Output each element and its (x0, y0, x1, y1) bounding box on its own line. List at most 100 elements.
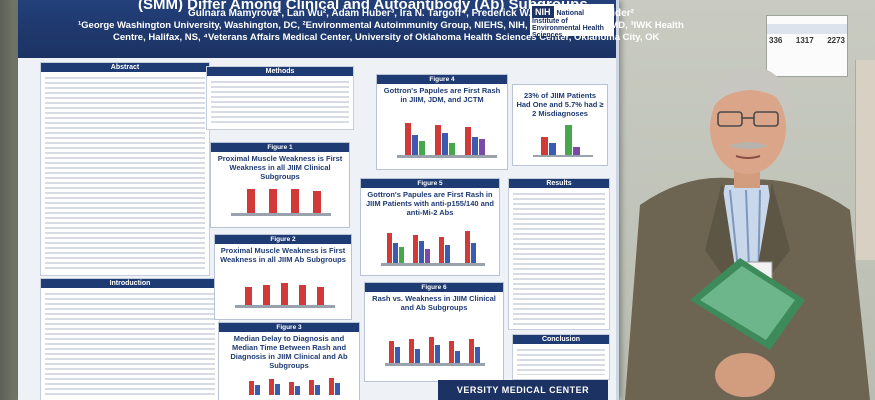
sign-number-3: 2273 (827, 36, 845, 45)
fig4-bar-3 (419, 141, 425, 155)
presenter-mustache (728, 142, 768, 149)
fig6-bar-7 (449, 341, 454, 363)
figure-2: Figure 2 Proximal Muscle Weakness is Fir… (214, 234, 352, 320)
figure-7-title: 23% of JIIM Patients Had One and 5.7% ha… (516, 91, 604, 118)
fig6-axis (385, 363, 485, 366)
figure-7-chart (533, 125, 593, 157)
introduction-panel: Introduction (40, 278, 220, 400)
figure-2-chart (235, 283, 335, 308)
fig6-bar-1 (389, 341, 394, 363)
figure-3-title: Median Delay to Diagnosis and Median Tim… (230, 334, 348, 370)
presenter-mouth (735, 155, 761, 159)
fig7-bar-4 (573, 147, 580, 155)
figure-5-heading: Figure 5 (361, 179, 499, 188)
fig5-bar-8 (445, 245, 450, 263)
fig2-bar-1 (245, 287, 252, 305)
fig1-bar-4 (313, 191, 321, 213)
figure-6-title: Rash vs. Weakness in JIIM Clinical and A… (372, 294, 496, 312)
sign-number-2: 1317 (795, 36, 814, 45)
presenter-glasses-right (753, 111, 779, 127)
figure-3-chart (249, 378, 340, 395)
figure-4-heading: Figure 4 (377, 75, 507, 84)
figure-2-heading: Figure 2 (215, 235, 351, 244)
fig5-bar-3 (399, 247, 404, 263)
fig4-bar-6 (449, 143, 455, 155)
fig3-bar-8 (315, 385, 320, 395)
fig1-axis (231, 213, 331, 216)
fig6-bar-4 (415, 349, 420, 363)
fig5-bar-5 (419, 241, 424, 263)
fig3-bar-9 (329, 378, 334, 395)
fig3-bar-6 (295, 386, 300, 395)
fig5-bar-4 (413, 235, 418, 263)
fig3-bar-4 (275, 384, 280, 395)
fig4-bar-8 (472, 137, 478, 155)
figure-1-title: Proximal Muscle Weakness is First Weakne… (217, 154, 343, 181)
fig3-bar-5 (289, 382, 294, 395)
figure-6-chart (385, 337, 485, 366)
figure-3: Figure 3 Median Delay to Diagnosis and M… (218, 322, 360, 400)
figure-5: Figure 5 Gottron's Papules are First Ras… (360, 178, 500, 276)
fig7-bar-2 (549, 143, 556, 155)
fig7-axis (533, 155, 593, 157)
presenter-hand (715, 353, 775, 397)
fig1-bar-1 (247, 189, 255, 213)
fig5-bar-7 (439, 237, 444, 263)
presenter-glasses-left (717, 111, 743, 127)
figure-4-title: Gottron's Papules are First Rash in JIIM… (383, 86, 501, 104)
poster-header: (SMM) Differ Among Clinical and Autoanti… (18, 0, 684, 58)
figure-4-chart (397, 123, 497, 158)
figure-1-heading: Figure 1 (211, 143, 349, 152)
figure-2-title: Proximal Muscle Weakness is First Weakne… (220, 246, 346, 264)
fig2-axis (235, 305, 335, 308)
methods-panel: Methods (206, 66, 354, 130)
fig4-bar-7 (465, 127, 471, 155)
methods-heading: Methods (207, 67, 353, 76)
fig6-bar-6 (435, 345, 440, 363)
nih-logo: NIH National Institute of Environmental H… (530, 4, 614, 39)
sign-numbers: 336 1317 2273 (769, 36, 845, 45)
conference-booklet-cover (700, 266, 795, 340)
nih-label: National Institute of Environmental Heal… (532, 10, 604, 39)
fig5-bar-6 (425, 249, 430, 263)
poster-footer-banner: VERSITY MEDICAL CENTER (438, 380, 608, 400)
wall-poster-edge (855, 60, 875, 260)
fig6-bar-9 (469, 339, 474, 363)
fig5-bar-2 (393, 243, 398, 263)
introduction-text (45, 293, 215, 397)
research-poster: (SMM) Differ Among Clinical and Autoanti… (18, 0, 684, 400)
fig3-bar-7 (309, 380, 314, 395)
fig4-bar-5 (442, 133, 448, 155)
conclusion-panel: Conclusion (512, 334, 610, 380)
fig7-bar-1 (541, 137, 548, 155)
poster-authors: Gulnara Mamyrova¹, Lan Wu², Adam Huber³,… (188, 8, 634, 19)
fig4-bar-2 (412, 135, 418, 155)
results-text (513, 193, 605, 325)
results-heading: Results (509, 179, 609, 188)
methods-text (211, 81, 349, 125)
fig2-bar-3 (281, 283, 288, 305)
abstract-text (45, 77, 205, 271)
fig2-bar-5 (317, 287, 324, 305)
results-panel: Results (508, 178, 610, 330)
poster-title: (SMM) Differ Among Clinical and Autoanti… (138, 0, 588, 13)
fig4-axis (397, 155, 497, 158)
conclusion-heading: Conclusion (513, 335, 609, 344)
figure-7: 23% of JIIM Patients Had One and 5.7% ha… (512, 84, 608, 166)
figure-5-title: Gottron's Papules are First Rash in JIIM… (366, 190, 494, 217)
abstract-heading: Abstract (41, 63, 209, 72)
figure-4: Figure 4 Gottron's Papules are First Ras… (376, 74, 508, 170)
nih-mark: NIH (532, 6, 554, 18)
figure-5-chart (381, 231, 485, 266)
figure-6-heading: Figure 6 (365, 283, 503, 292)
fig2-bar-2 (263, 285, 270, 305)
fig6-bar-8 (455, 351, 460, 363)
fig4-bar-1 (405, 123, 411, 155)
figure-3-heading: Figure 3 (219, 323, 359, 332)
figure-1-chart (231, 189, 331, 216)
fig6-bar-10 (475, 347, 480, 363)
fig2-bar-4 (299, 285, 306, 305)
sign-band (767, 24, 847, 34)
fig3-bar-10 (335, 383, 340, 395)
